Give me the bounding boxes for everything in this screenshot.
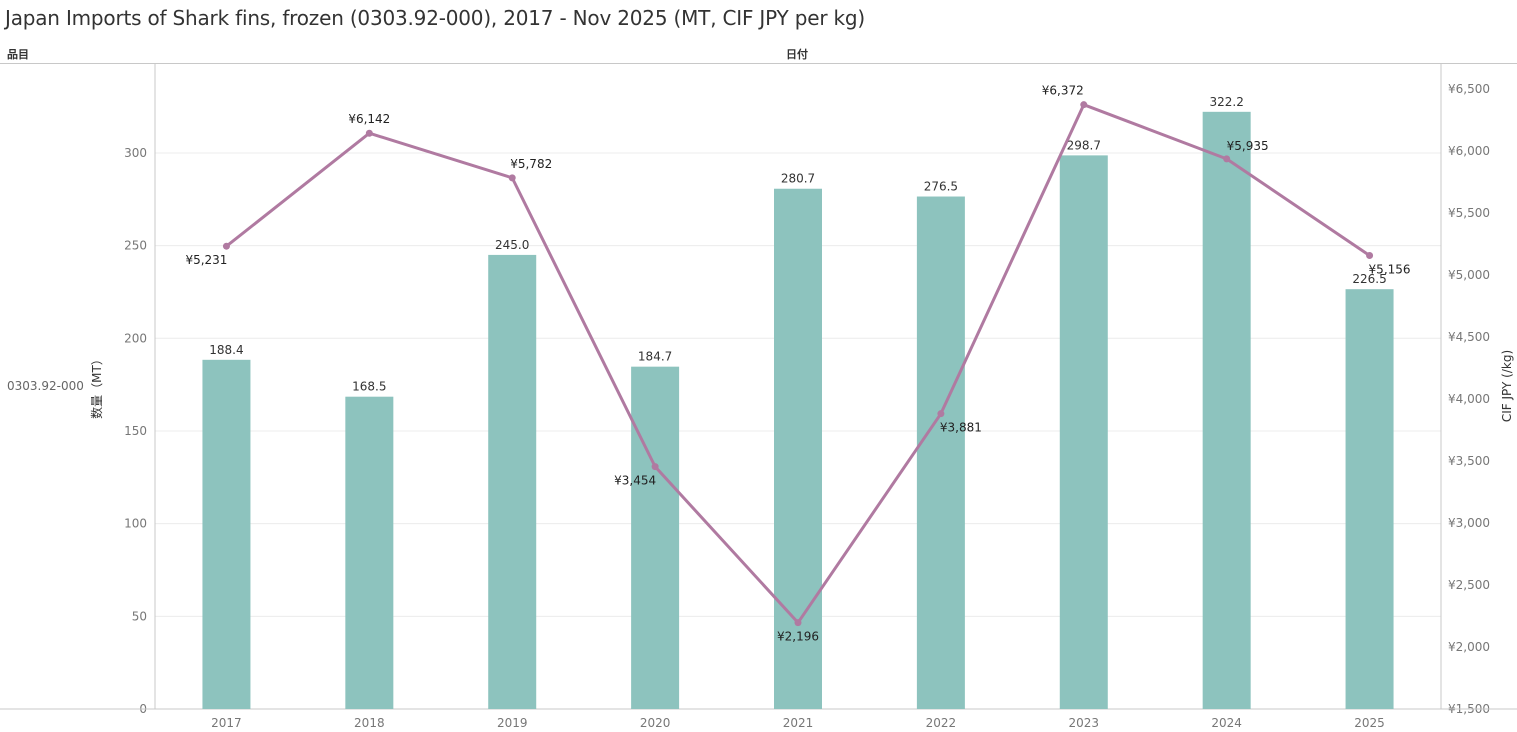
price-point [1366, 252, 1374, 260]
price-point [508, 174, 516, 182]
price-value-label: ¥6,372 [1042, 84, 1084, 98]
bar [1345, 289, 1394, 709]
bar-value-label: 168.5 [352, 380, 386, 394]
x-tick-label: 2019 [497, 716, 528, 730]
bar [916, 196, 965, 709]
bar [202, 359, 251, 709]
bar-value-label: 280.7 [781, 172, 815, 186]
x-tick-label: 2022 [926, 716, 957, 730]
y-left-tick-label: 200 [124, 331, 147, 345]
price-value-label: ¥5,782 [510, 157, 552, 171]
y-right-tick-label: ¥6,500 [1448, 82, 1490, 96]
header-divider [0, 63, 1517, 64]
bar-value-label: 184.7 [638, 350, 672, 364]
price-point [937, 410, 945, 418]
row-label: 0303.92-000 [7, 379, 84, 393]
y-left-axis-title: 数量（MT） [89, 353, 104, 419]
bar [631, 366, 680, 709]
bar [345, 396, 394, 709]
chart-title: Japan Imports of Shark fins, frozen (030… [5, 6, 865, 30]
bar [1202, 111, 1251, 709]
price-value-label: ¥6,142 [348, 112, 390, 126]
bar-value-label: 276.5 [924, 180, 958, 194]
bar [488, 254, 537, 710]
price-value-label: ¥3,881 [940, 421, 982, 435]
y-right-tick-label: ¥2,000 [1448, 640, 1490, 654]
price-value-label: ¥5,156 [1369, 263, 1411, 277]
y-right-tick-label: ¥3,000 [1448, 516, 1490, 530]
price-point [651, 463, 659, 471]
x-tick-label: 2017 [211, 716, 242, 730]
x-tick-label: 2018 [354, 716, 385, 730]
column-header: 日付 [786, 48, 808, 61]
y-right-tick-label: ¥4,500 [1448, 330, 1490, 344]
price-value-label: ¥3,454 [614, 474, 656, 488]
y-right-tick-label: ¥5,500 [1448, 206, 1490, 220]
price-point [1223, 155, 1231, 163]
bar-value-label: 226.5 [1352, 272, 1386, 286]
x-tick-label: 2021 [783, 716, 814, 730]
y-right-axis-title: CIF JPY (/kg) [1500, 350, 1514, 422]
y-right-tick-label: ¥3,500 [1448, 454, 1490, 468]
x-tick-label: 2024 [1211, 716, 1242, 730]
x-tick-label: 2020 [640, 716, 671, 730]
price-point [222, 242, 230, 250]
price-point [794, 619, 802, 627]
bar-value-label: 245.0 [495, 238, 529, 252]
price-point [1080, 101, 1088, 109]
y-left-tick-label: 100 [124, 517, 147, 531]
x-tick-label: 2023 [1069, 716, 1100, 730]
y-left-tick-label: 250 [124, 239, 147, 253]
price-value-label: ¥2,196 [777, 630, 819, 644]
y-left-tick-label: 50 [132, 609, 147, 623]
y-right-tick-label: ¥2,500 [1448, 578, 1490, 592]
x-tick-label: 2025 [1354, 716, 1385, 730]
bar-value-label: 188.4 [209, 343, 243, 357]
price-value-label: ¥5,935 [1227, 139, 1269, 153]
y-right-tick-label: ¥5,000 [1448, 268, 1490, 282]
y-right-tick-label: ¥6,000 [1448, 144, 1490, 158]
price-point [365, 129, 373, 137]
price-value-label: ¥5,231 [185, 253, 227, 267]
y-right-tick-label: ¥4,000 [1448, 392, 1490, 406]
bar-value-label: 322.2 [1209, 95, 1243, 109]
y-left-tick-label: 300 [124, 146, 147, 160]
y-left-tick-label: 150 [124, 424, 147, 438]
bar [1059, 155, 1108, 709]
row-header: 品目 [7, 48, 29, 61]
bar-value-label: 298.7 [1067, 138, 1101, 152]
